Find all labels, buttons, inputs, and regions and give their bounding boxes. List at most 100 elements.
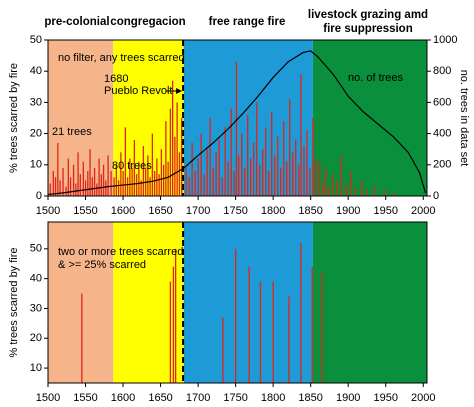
bar xyxy=(81,293,83,383)
bar xyxy=(277,136,279,196)
bar xyxy=(87,171,89,196)
bar xyxy=(188,177,190,196)
bar xyxy=(349,171,352,196)
bar xyxy=(203,174,205,196)
x-tick-label: 1550 xyxy=(73,205,97,217)
bar xyxy=(79,174,81,196)
bar xyxy=(235,248,237,383)
bar xyxy=(194,171,196,196)
bar xyxy=(256,102,258,196)
bar xyxy=(197,158,199,196)
bar xyxy=(67,158,69,196)
event-arrowhead xyxy=(176,88,183,94)
y2-tick-label: 600 xyxy=(433,96,451,108)
zone xyxy=(183,40,313,196)
bar xyxy=(300,242,302,383)
bar xyxy=(82,161,84,196)
bar xyxy=(138,161,140,196)
bar xyxy=(135,174,138,196)
bar xyxy=(65,186,67,196)
x-tick-label: 1650 xyxy=(148,392,172,404)
y-tick-label: 0 xyxy=(36,190,42,202)
bar xyxy=(286,161,288,196)
bar xyxy=(129,158,131,196)
bar xyxy=(222,317,224,383)
x-tick-label: 1600 xyxy=(111,205,135,217)
bar xyxy=(72,164,75,196)
tree-count-line xyxy=(47,50,427,196)
y-tick-label: 30 xyxy=(30,96,42,108)
bar xyxy=(96,183,98,196)
x-tick-label: 1950 xyxy=(373,205,397,217)
x-tick-label: 1700 xyxy=(186,392,210,404)
y2-tick-label: 400 xyxy=(433,128,451,140)
bar xyxy=(292,152,294,196)
bar xyxy=(54,177,57,196)
bar xyxy=(248,266,250,383)
bar xyxy=(303,146,305,196)
bar xyxy=(295,139,297,196)
y-tick-label: 30 xyxy=(30,302,42,314)
bar xyxy=(93,167,96,196)
bar xyxy=(289,99,291,196)
bar xyxy=(392,192,394,196)
bar xyxy=(131,167,133,196)
bar xyxy=(271,111,273,196)
bar xyxy=(361,180,363,196)
annotation: & >= 25% scarred xyxy=(58,259,146,271)
y-tick-label: 50 xyxy=(30,243,42,255)
bar xyxy=(200,133,202,196)
zone-label: fire suppression xyxy=(323,23,412,35)
bar xyxy=(241,133,243,196)
annotation: no filter, any trees scarred xyxy=(58,52,185,64)
bar xyxy=(312,118,314,196)
x-tick-label: 2000 xyxy=(411,205,435,217)
bar xyxy=(311,266,313,383)
bar xyxy=(113,177,115,196)
bar xyxy=(69,177,72,196)
bar xyxy=(178,152,181,196)
bar xyxy=(268,171,270,196)
bar xyxy=(84,180,87,196)
bar xyxy=(366,189,368,196)
y2-tick-label: 0 xyxy=(433,190,439,202)
bar xyxy=(298,164,300,196)
x-tick-label: 1900 xyxy=(336,205,360,217)
bar xyxy=(142,146,145,196)
bar xyxy=(253,142,255,196)
y2-tick-label: 800 xyxy=(433,65,451,77)
bar xyxy=(149,177,151,196)
bar xyxy=(105,180,107,196)
bar xyxy=(140,180,142,196)
zone-label: livestock grazing amd xyxy=(308,9,428,21)
bar xyxy=(91,177,93,196)
bar xyxy=(160,149,163,196)
zone-label: pre-colonial xyxy=(44,16,109,28)
bar xyxy=(235,61,238,197)
bar xyxy=(247,114,249,196)
bar xyxy=(167,161,169,196)
bar xyxy=(233,171,235,196)
bar xyxy=(151,133,154,196)
bar xyxy=(49,183,51,196)
bar xyxy=(100,174,102,196)
bar xyxy=(158,174,160,196)
y-tick-label: 50 xyxy=(30,34,42,46)
bar xyxy=(230,108,232,196)
bar xyxy=(215,152,217,196)
y-tick-label: 40 xyxy=(30,65,42,77)
bar xyxy=(59,180,61,196)
bar xyxy=(280,167,282,196)
bar xyxy=(133,139,136,196)
bar xyxy=(206,149,208,196)
bar xyxy=(262,149,264,196)
bar xyxy=(322,183,324,196)
x-tick-label: 1550 xyxy=(73,392,97,404)
bar xyxy=(218,139,220,196)
x-tick-label: 2000 xyxy=(411,392,435,404)
bar xyxy=(250,158,252,196)
bar xyxy=(115,164,117,196)
annotation: 21 trees xyxy=(52,126,92,138)
y2-tick-label: 200 xyxy=(433,159,451,171)
